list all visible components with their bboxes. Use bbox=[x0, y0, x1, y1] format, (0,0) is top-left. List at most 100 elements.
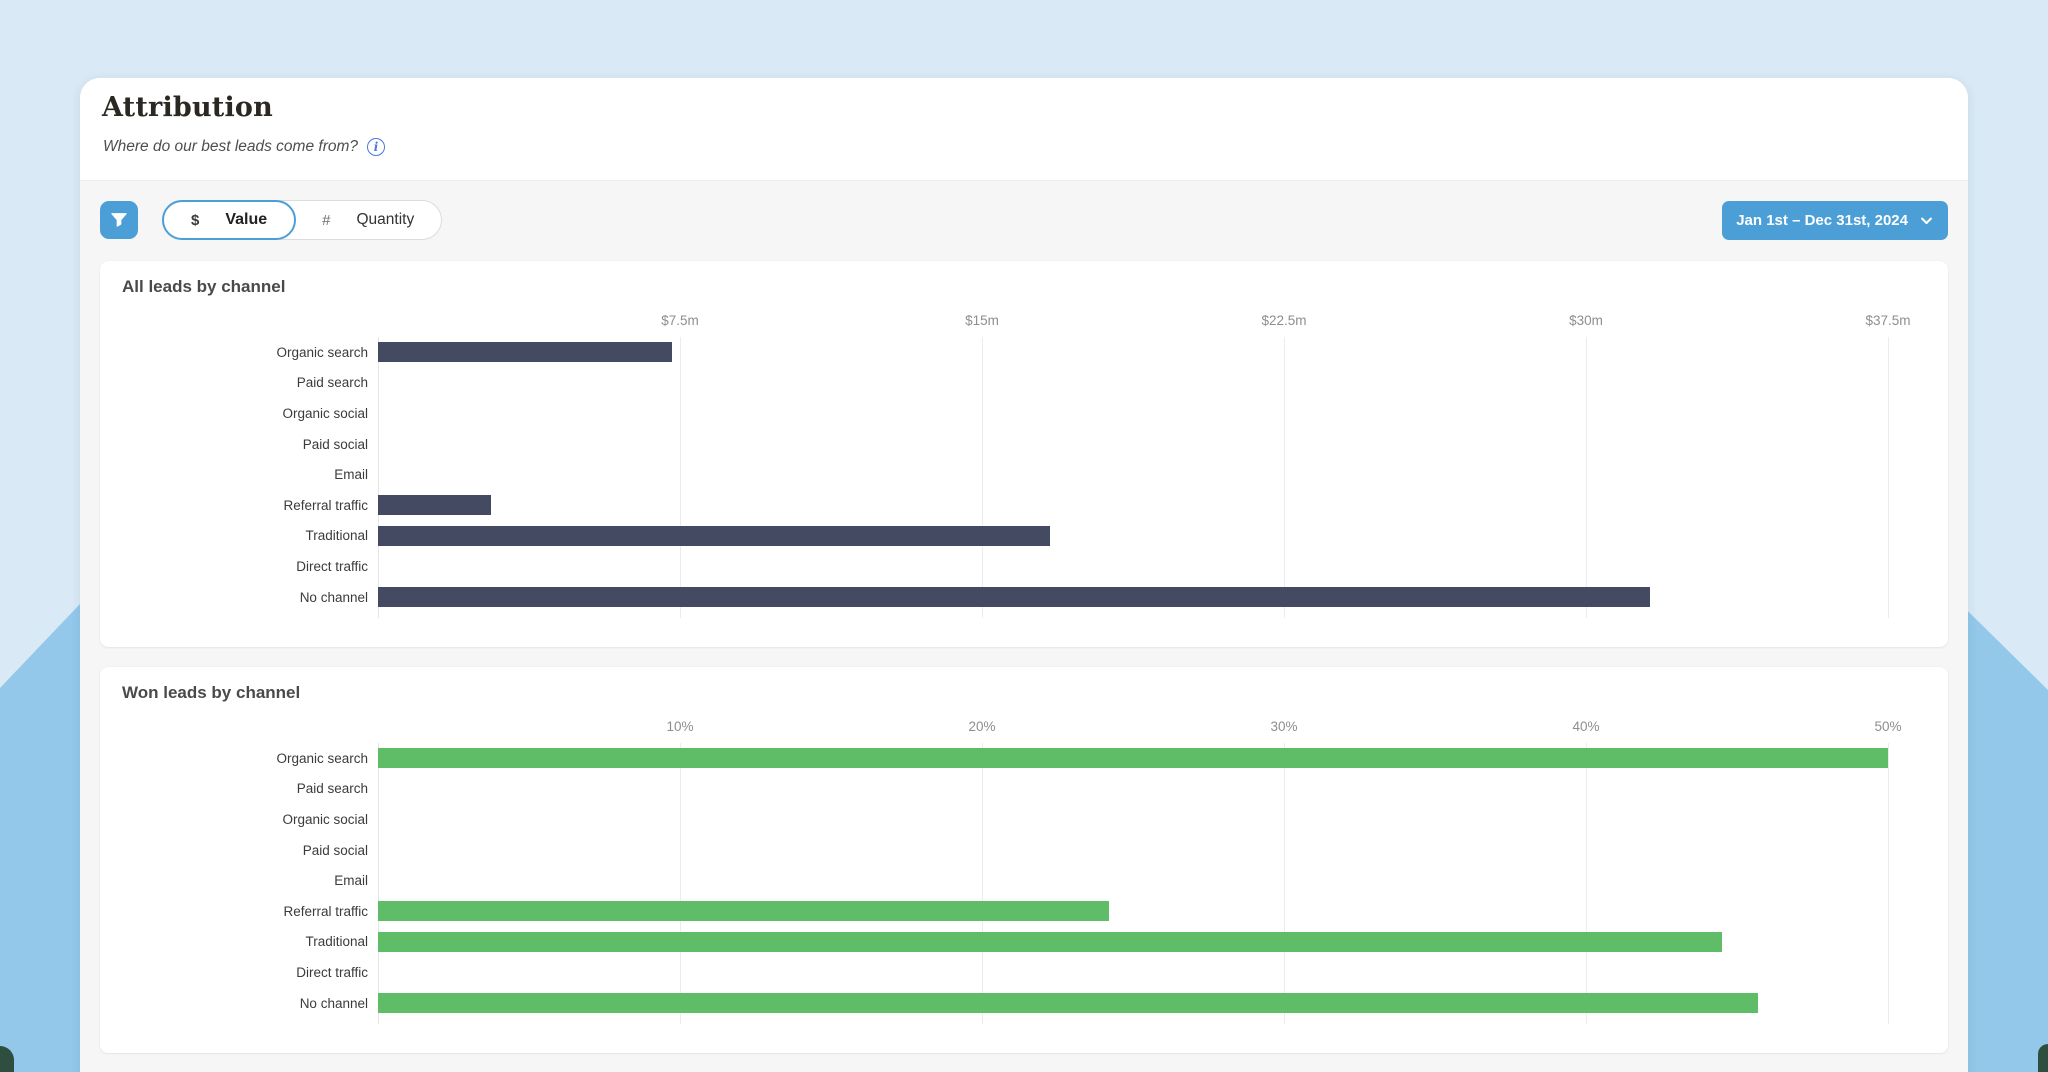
metric-toggle: $ Value # Quantity bbox=[162, 200, 443, 240]
date-range-label: Jan 1st – Dec 31st, 2024 bbox=[1736, 212, 1908, 229]
toggle-option-quantity-label: Quantity bbox=[356, 211, 415, 228]
bar-track bbox=[378, 403, 1888, 423]
date-range-button[interactable]: Jan 1st – Dec 31st, 2024 bbox=[1722, 201, 1948, 240]
bar-track bbox=[378, 901, 1888, 922]
bar-track bbox=[378, 587, 1888, 608]
axis-tick-label: 20% bbox=[968, 719, 996, 734]
bar[interactable] bbox=[378, 495, 491, 516]
category-label: Referral traffic bbox=[283, 497, 368, 513]
chart-plot-area: $7.5m $15m $22.5m $30m $37.5m Organic search… bbox=[100, 311, 1948, 619]
chart-row: Organic social bbox=[100, 804, 1948, 835]
axis-tick-label: 50% bbox=[1874, 719, 1902, 734]
chart-row: Organic social bbox=[100, 398, 1948, 429]
category-label: Organic search bbox=[276, 344, 368, 360]
bar-track bbox=[378, 434, 1888, 454]
category-label: Direct traffic bbox=[296, 964, 368, 980]
gridlines bbox=[377, 743, 1889, 1025]
toggle-option-quantity[interactable]: # Quantity bbox=[295, 201, 441, 239]
report-header: Attribution Where do our best leads come… bbox=[80, 78, 1968, 181]
axis-tick-label: $37.5m bbox=[1865, 313, 1911, 328]
category-label: Organic social bbox=[282, 405, 368, 421]
bar-track bbox=[378, 931, 1888, 952]
chart-row: Traditional bbox=[100, 927, 1948, 958]
bar-track bbox=[378, 993, 1888, 1014]
chart-rows: Organic search Paid search Organic social P… bbox=[100, 743, 1948, 1025]
bar-track bbox=[378, 465, 1888, 485]
axis-tick-label: 30% bbox=[1270, 719, 1298, 734]
chart-row: Direct traffic bbox=[100, 551, 1948, 582]
gridline bbox=[1887, 337, 1889, 619]
category-label: Direct traffic bbox=[296, 558, 368, 574]
chart-row: Traditional bbox=[100, 521, 1948, 552]
category-label: Paid social bbox=[302, 842, 368, 858]
chart-row: No channel bbox=[100, 988, 1948, 1019]
axis-tick-label: 40% bbox=[1572, 719, 1600, 734]
funnel-icon bbox=[109, 210, 129, 230]
chart-row: Referral traffic bbox=[100, 490, 1948, 521]
bar-track bbox=[378, 495, 1888, 516]
gridline bbox=[679, 337, 681, 619]
bar-track bbox=[378, 871, 1888, 891]
bar[interactable] bbox=[378, 525, 1051, 546]
gridline bbox=[1283, 743, 1285, 1025]
gridline bbox=[377, 743, 379, 1025]
chart-plot-area: 10% 20% 30% 40% 50% Organic search Paid searc… bbox=[100, 717, 1948, 1025]
bar-track bbox=[378, 809, 1888, 829]
report-surface: Attribution Where do our best leads come… bbox=[80, 78, 1968, 1072]
chart-row: Organic search bbox=[100, 743, 1948, 774]
won-leads-chart-card: Won leads by channel 10% 20% 30% 40% 50% Org… bbox=[100, 667, 1948, 1053]
bar[interactable] bbox=[378, 931, 1722, 952]
chevron-down-icon bbox=[1919, 213, 1934, 228]
page-title: Attribution bbox=[102, 92, 273, 123]
category-label: Traditional bbox=[305, 934, 368, 950]
gridline bbox=[1283, 337, 1285, 619]
axis-tick-label: 10% bbox=[666, 719, 694, 734]
gridline bbox=[1585, 743, 1587, 1025]
chart-rows: Organic search Paid search Organic social P… bbox=[100, 337, 1948, 619]
bar-track bbox=[378, 373, 1888, 393]
toggle-option-value[interactable]: $ Value bbox=[162, 200, 297, 240]
axis-tick-label: $30m bbox=[1569, 313, 1603, 328]
info-circle-icon[interactable]: i bbox=[367, 138, 386, 156]
category-label: Traditional bbox=[305, 528, 368, 544]
bar[interactable] bbox=[378, 901, 1109, 922]
chart-row: Paid social bbox=[100, 835, 1948, 866]
bar[interactable] bbox=[378, 342, 672, 363]
chart-title: All leads by channel bbox=[122, 277, 286, 296]
chart-row: Paid search bbox=[100, 368, 1948, 399]
bar[interactable] bbox=[378, 587, 1651, 608]
chart-row: Paid search bbox=[100, 774, 1948, 805]
category-label: Paid search bbox=[296, 781, 368, 797]
bar-track bbox=[378, 962, 1888, 982]
bar-track bbox=[378, 840, 1888, 860]
category-label: Email bbox=[334, 467, 368, 483]
bar-track bbox=[378, 556, 1888, 576]
bar-track bbox=[378, 525, 1888, 546]
chart-row: Organic search bbox=[100, 337, 1948, 368]
chart-row: Paid social bbox=[100, 429, 1948, 460]
x-axis: 10% 20% 30% 40% 50% bbox=[378, 717, 1901, 743]
chart-title: Won leads by channel bbox=[122, 683, 301, 702]
category-label: Paid social bbox=[302, 436, 368, 452]
bar[interactable] bbox=[378, 993, 1759, 1014]
gridline bbox=[1887, 743, 1889, 1025]
all-leads-chart-card: All leads by channel $7.5m $15m $22.5m $30m… bbox=[100, 261, 1948, 647]
axis-tick-label: $15m bbox=[965, 313, 999, 328]
bar-track bbox=[378, 342, 1888, 363]
chart-row: No channel bbox=[100, 582, 1948, 613]
toolbar: $ Value # Quantity Jan 1st – Dec 31st, 2… bbox=[80, 180, 1968, 261]
filter-button[interactable] bbox=[100, 201, 138, 239]
category-label: Email bbox=[334, 873, 368, 889]
bar[interactable] bbox=[378, 748, 1888, 769]
gridline bbox=[679, 743, 681, 1025]
hash-symbol: # bbox=[322, 211, 331, 229]
chart-row: Referral traffic bbox=[100, 896, 1948, 927]
dollar-symbol: $ bbox=[191, 211, 200, 229]
category-label: No channel bbox=[299, 995, 368, 1011]
bar-track bbox=[378, 748, 1888, 769]
gridline bbox=[981, 337, 983, 619]
background-corner-accent-left bbox=[0, 1046, 14, 1072]
page-subtitle-row: Where do our best leads come from? i bbox=[103, 138, 386, 156]
chart-row: Email bbox=[100, 459, 1948, 490]
